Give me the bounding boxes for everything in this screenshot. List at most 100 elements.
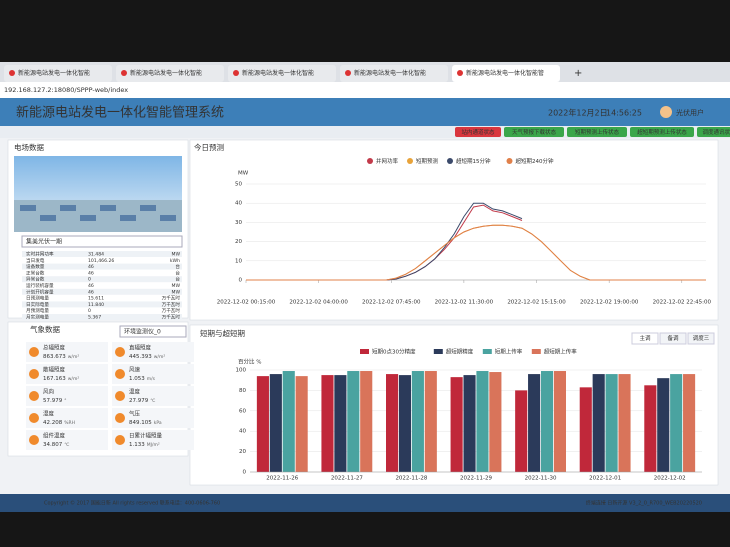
y-tick-label: 40 <box>239 429 246 435</box>
tab-title: 新能源电站发电一体化智能管 <box>466 69 544 77</box>
new-tab[interactable]: + <box>574 68 582 79</box>
solar-panel-row <box>120 215 136 221</box>
user-name[interactable]: 光伏用户 <box>676 108 704 117</box>
tab-icon <box>121 70 127 76</box>
tab-icon <box>457 70 463 76</box>
status-label: 超短期预测上传状态 <box>637 128 687 136</box>
row-value: 0 <box>88 277 91 283</box>
bar <box>605 374 618 472</box>
status-button[interactable] <box>455 127 501 137</box>
row-value: 15.611 <box>88 296 104 302</box>
bar <box>515 390 528 472</box>
legend-swatch[interactable] <box>367 158 373 164</box>
bar <box>528 374 541 472</box>
select[interactable] <box>119 325 187 338</box>
row-unit: MW <box>171 289 180 295</box>
tile-reading: 167.163 w/m² <box>43 376 79 382</box>
weather-icon <box>29 413 39 423</box>
bar <box>386 374 399 472</box>
legend-swatch[interactable] <box>531 349 541 354</box>
tile-reading: 34.807 ℃ <box>43 442 69 448</box>
date: 2022年12月2日 <box>548 108 608 118</box>
tab-label[interactable]: 主调 <box>639 334 651 342</box>
tab-title: 新能源电站发电一体化智能 <box>354 69 426 77</box>
forecast-panel <box>189 139 719 321</box>
address-bar <box>0 82 730 98</box>
weather-tile <box>112 342 194 362</box>
y-tick-label: 10 <box>235 258 242 264</box>
bar <box>644 385 657 472</box>
tab-title: 新能源电站发电一体化智能 <box>242 69 314 77</box>
browser-tab[interactable] <box>452 65 560 82</box>
tab-button[interactable] <box>631 332 659 345</box>
tab-label[interactable]: 调度三 <box>693 334 710 342</box>
weather-tile <box>112 430 194 450</box>
tile-value: 57.979 <box>43 398 63 404</box>
browser-tab[interactable] <box>116 65 224 82</box>
row-bg <box>22 263 182 270</box>
tile-value: 1.053 <box>129 376 145 382</box>
legend-swatch[interactable] <box>407 158 413 164</box>
legend-label[interactable]: 超短期15分钟 <box>456 157 491 165</box>
bar <box>282 371 295 472</box>
tile-unit: ° <box>64 398 66 404</box>
solar-panel-row <box>80 215 96 221</box>
legend-label[interactable]: 超短期上传率 <box>544 348 578 356</box>
select-value: 集美光伏一期 <box>26 238 62 246</box>
legend-label[interactable]: 短期上传率 <box>495 348 523 356</box>
legend-label[interactable]: 超短期240分钟 <box>516 157 554 165</box>
status-button[interactable] <box>697 127 730 137</box>
status-button[interactable] <box>504 127 564 137</box>
weather-tile <box>26 364 108 384</box>
browser-tab[interactable] <box>340 65 448 82</box>
tile-unit: w/m² <box>68 354 80 360</box>
legend-label[interactable]: 并网功率 <box>376 157 399 165</box>
x-tick-label: 2022-11-27 <box>331 476 363 482</box>
tab-label[interactable]: 备调 <box>667 334 679 342</box>
weather-tile <box>26 408 108 428</box>
tile-value: 849.105 <box>129 420 152 426</box>
tile-reading: 27.979 ℃ <box>129 398 155 404</box>
row-bg <box>22 301 182 308</box>
tile-value: 27.979 <box>129 398 149 404</box>
status-button[interactable] <box>567 127 627 137</box>
tile-reading: 1.133 MJ/m² <box>129 442 160 448</box>
tile-value: 445.393 <box>129 354 152 360</box>
row-label: 异常台数 <box>26 276 45 283</box>
tile-reading: 863.673 w/m² <box>43 354 79 360</box>
legend-label[interactable]: 短期0点30分精度 <box>372 348 416 356</box>
bar <box>347 371 360 472</box>
tab-button[interactable] <box>659 332 687 345</box>
tile-unit: ℃ <box>64 442 69 448</box>
row-unit: 台 <box>175 263 180 270</box>
row-bg <box>22 251 182 257</box>
status-button[interactable] <box>630 127 694 137</box>
legend-swatch[interactable] <box>482 349 492 354</box>
legend-swatch[interactable] <box>506 158 513 164</box>
tab-icon <box>9 70 15 76</box>
select[interactable] <box>21 235 183 248</box>
status-label: 调度通讯状态 <box>702 128 730 136</box>
legend-swatch[interactable] <box>433 349 443 354</box>
solar-panel-row <box>40 215 56 221</box>
y-tick-label: 100 <box>236 368 247 374</box>
bar <box>683 374 696 472</box>
browser-tab[interactable] <box>4 65 112 82</box>
weather-icon <box>115 347 125 357</box>
tab-icon <box>233 70 239 76</box>
legend-swatch[interactable] <box>447 158 453 164</box>
y-tick-label: 0 <box>243 470 247 476</box>
legend-label[interactable]: 短期预测 <box>416 157 439 165</box>
panel-title: 今日预测 <box>194 142 224 152</box>
row-bg <box>22 282 182 289</box>
legend-label[interactable]: 超短期精度 <box>446 348 474 356</box>
tab-button[interactable] <box>687 332 715 345</box>
solar-panel-row <box>160 215 176 221</box>
legend-swatch[interactable] <box>360 349 369 354</box>
avatar <box>660 106 672 118</box>
browser-tab[interactable] <box>228 65 336 82</box>
bar <box>411 371 424 472</box>
row-bg <box>22 257 182 264</box>
